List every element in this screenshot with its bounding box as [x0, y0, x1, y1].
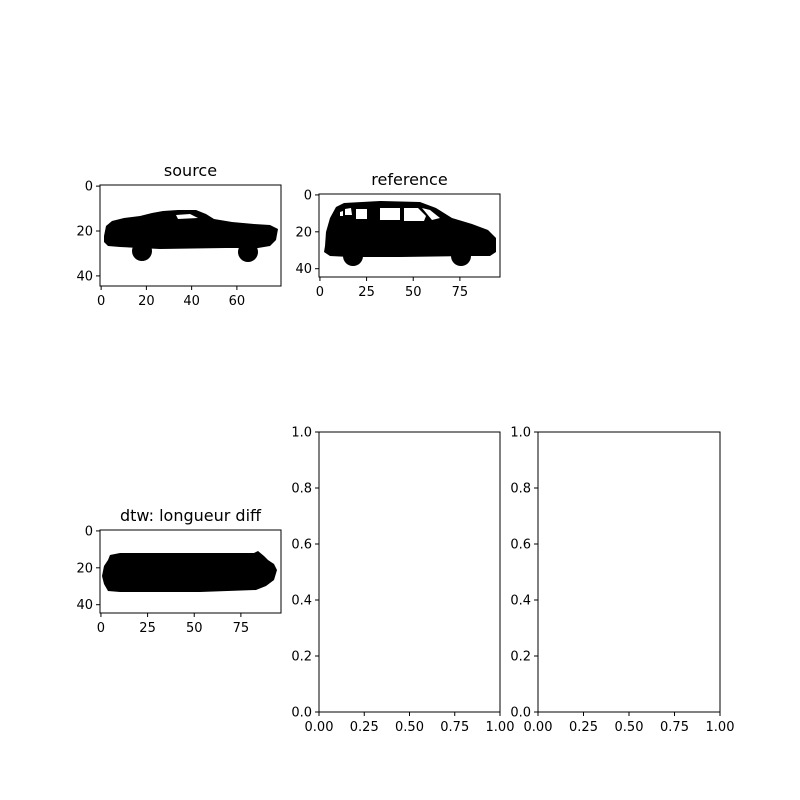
y-tick-label: 0	[85, 524, 93, 539]
y-ticks: 0.0 0.2 0.4 0.6 0.8 1.0	[510, 426, 538, 721]
y-tick-label: 0.2	[510, 650, 531, 665]
y-tick-label: 40	[295, 262, 312, 277]
x-tick-label: 0	[316, 285, 324, 300]
y-tick-label: 20	[76, 561, 93, 576]
x-tick-label: 0.00	[305, 720, 334, 735]
x-tick-label: 20	[138, 294, 155, 309]
x-tick-label: 25	[358, 285, 375, 300]
x-ticks: 0.00 0.25 0.50 0.75 1.00	[305, 712, 515, 735]
image-silhouette-dtw	[102, 551, 277, 592]
image-silhouette-source	[104, 210, 278, 262]
axes-frame	[537, 431, 721, 713]
x-tick-label: 0.25	[569, 720, 598, 735]
y-tick-label: 0.6	[510, 538, 531, 553]
y-tick-label: 0	[85, 180, 93, 195]
axes-frame	[99, 529, 282, 614]
subplot-reference: reference 0 25 50 75 0 20 40	[295, 170, 501, 300]
x-ticks: 0 20 40 60	[97, 286, 245, 309]
subplot-dtw: dtw: longueur diff 0 25 50 75 0 20 40	[76, 506, 282, 636]
y-ticks: 0 20 40	[295, 188, 319, 277]
x-tick-label: 0.50	[395, 720, 424, 735]
y-tick-label: 40	[76, 598, 93, 613]
subplot-empty-1: 0.00 0.25 0.50 0.75 1.00 0.0 0.2 0.4 0.6 0.8 1.0	[291, 426, 514, 736]
subplot-title: source	[164, 161, 217, 180]
y-tick-label: 1.0	[510, 426, 531, 441]
x-tick-label: 0.50	[615, 720, 644, 735]
x-tick-label: 0	[97, 294, 105, 309]
x-tick-label: 50	[186, 621, 203, 636]
x-tick-label: 0.25	[350, 720, 379, 735]
y-tick-label: 0.6	[291, 538, 312, 553]
y-tick-label: 0.0	[291, 706, 312, 721]
x-tick-label: 0.75	[660, 720, 689, 735]
y-tick-label: 1.0	[291, 426, 312, 441]
y-ticks: 0 20 40	[76, 180, 100, 284]
y-tick-label: 0.8	[291, 482, 312, 497]
x-ticks: 0 25 50 75	[97, 613, 249, 636]
x-tick-label: 40	[183, 294, 200, 309]
x-tick-label: 0	[97, 621, 105, 636]
y-tick-label: 40	[76, 269, 93, 284]
axes-frame	[318, 193, 501, 278]
subplot-title: dtw: longueur diff	[120, 506, 262, 525]
image-silhouette-reference	[324, 201, 496, 266]
x-tick-label: 1.00	[706, 720, 735, 735]
y-ticks: 0 20 40	[76, 524, 100, 613]
y-ticks: 0.0 0.2 0.4 0.6 0.8 1.0	[291, 426, 319, 721]
y-tick-label: 0	[304, 188, 312, 203]
axes-frame	[99, 184, 282, 287]
x-tick-label: 0.00	[524, 720, 553, 735]
subplot-source: source 0 20 40 60 0 20 40	[76, 161, 282, 309]
x-tick-label: 75	[452, 285, 469, 300]
x-tick-label: 25	[139, 621, 156, 636]
y-tick-label: 0.8	[510, 482, 531, 497]
y-tick-label: 0.4	[510, 594, 531, 609]
x-tick-label: 0.75	[440, 720, 469, 735]
subplot-empty-2: 0.00 0.25 0.50 0.75 1.00 0.0 0.2 0.4 0.6 0.8 1.0	[510, 426, 734, 736]
x-ticks: 0 25 50 75	[316, 277, 468, 300]
y-tick-label: 0.4	[291, 594, 312, 609]
y-tick-label: 0.0	[510, 706, 531, 721]
y-tick-label: 20	[295, 225, 312, 240]
y-tick-label: 0.2	[291, 650, 312, 665]
x-tick-label: 1.00	[486, 720, 515, 735]
x-tick-label: 50	[405, 285, 422, 300]
x-ticks: 0.00 0.25 0.50 0.75 1.00	[524, 712, 735, 735]
axes-frame	[318, 431, 501, 713]
subplot-title: reference	[371, 170, 447, 189]
x-tick-label: 60	[229, 294, 246, 309]
y-tick-label: 20	[76, 225, 93, 240]
x-tick-label: 75	[233, 621, 250, 636]
